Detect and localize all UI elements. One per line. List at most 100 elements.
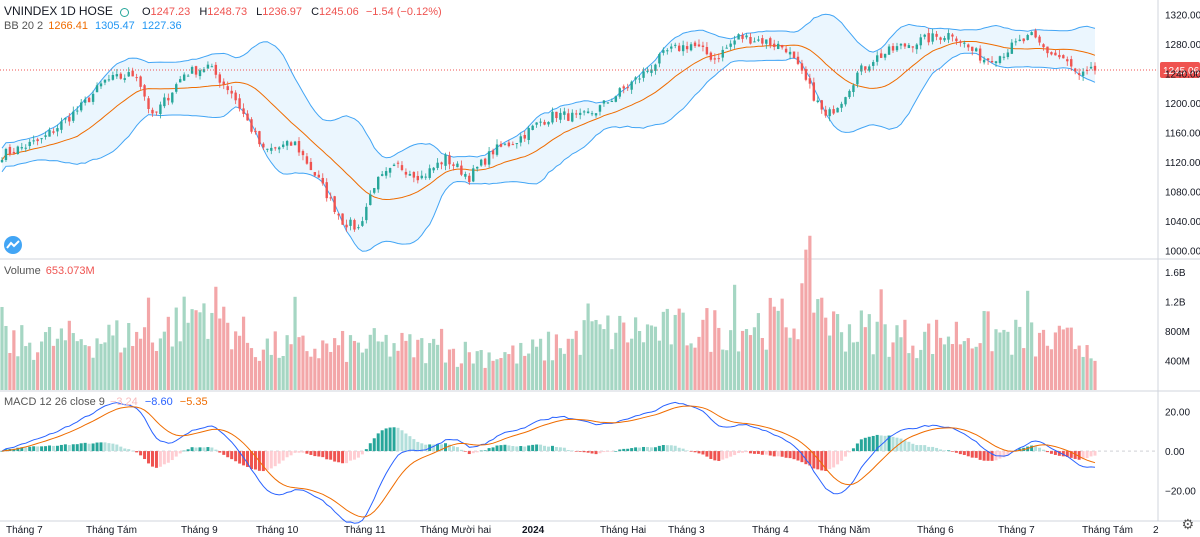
- volume-bar: [131, 345, 135, 390]
- volume-axis-label: 1.2B: [1165, 298, 1186, 309]
- macd-legend[interactable]: MACD 12 26 close 9 −3.24 −8.60 −5.35: [4, 396, 212, 408]
- macd-histogram-bar: [911, 443, 915, 452]
- volume-bar: [919, 349, 923, 390]
- volume-bar: [931, 354, 935, 390]
- bb-band-fill: [2, 14, 1095, 252]
- macd-histogram-bar: [131, 450, 135, 452]
- volume-bar: [436, 344, 440, 390]
- volume-bar: [0, 306, 4, 390]
- candle-body: [48, 130, 51, 137]
- candle-body: [499, 143, 503, 147]
- macd-histogram-bar: [879, 435, 883, 452]
- macd-histogram-bar: [24, 447, 28, 452]
- volume-bar: [404, 340, 408, 390]
- volume-bar: [903, 319, 907, 390]
- volume-bar: [253, 357, 258, 390]
- symbol-interval[interactable]: 1D: [60, 4, 76, 18]
- candle-body: [52, 131, 55, 133]
- candle-body: [107, 79, 111, 81]
- candle-body: [868, 66, 871, 71]
- macd-histogram-bar: [99, 442, 103, 452]
- candle-body: [270, 147, 273, 151]
- macd-histogram-bar: [71, 444, 75, 452]
- tradingview-logo-icon[interactable]: [4, 236, 22, 254]
- macd-histogram-bar: [954, 451, 958, 453]
- candle-body: [844, 97, 847, 105]
- volume-bar: [158, 338, 163, 390]
- candle-body: [820, 100, 823, 110]
- candle-body: [967, 44, 970, 48]
- candle-body: [872, 62, 875, 66]
- volume-bar: [388, 356, 392, 390]
- volume-bar: [614, 332, 618, 390]
- candle-body: [578, 112, 582, 115]
- macd-histogram-bar: [883, 435, 887, 452]
- macd-histogram-bar: [646, 447, 650, 452]
- candle-body: [456, 163, 459, 168]
- volume-bar: [927, 323, 931, 390]
- candle-body: [448, 155, 451, 165]
- volume-axis-label: 400M: [1165, 357, 1190, 368]
- volume-bar: [693, 347, 697, 390]
- bb-upper-value: 1305.47: [95, 20, 135, 32]
- candle-body: [76, 110, 79, 112]
- macd-histogram-bar: [1042, 449, 1046, 452]
- macd-histogram-bar: [982, 451, 986, 461]
- volume-bar: [325, 343, 329, 390]
- bb-legend[interactable]: BB 20 2 1266.41 1305.47 1227.36: [4, 20, 186, 32]
- time-axis-label: 2024: [522, 525, 545, 536]
- volume-bar: [277, 357, 281, 390]
- macd-histogram-bar: [855, 443, 859, 452]
- volume-bar: [982, 311, 986, 390]
- volume-bar: [566, 338, 570, 390]
- macd-histogram-bar: [697, 451, 701, 454]
- macd-histogram-bar: [828, 451, 832, 470]
- macd-histogram-bar: [677, 447, 681, 452]
- macd-histogram-bar: [594, 451, 598, 455]
- volume-value: 653.073M: [45, 265, 95, 277]
- macd-histogram-bar: [772, 451, 776, 457]
- macd-histogram-bar: [1030, 445, 1034, 452]
- candle-body: [594, 113, 598, 116]
- volume-bar: [194, 310, 198, 390]
- macd-histogram-bar: [447, 444, 451, 452]
- candle-body: [369, 194, 372, 206]
- candle-body: [87, 97, 91, 103]
- volume-bar: [127, 323, 131, 390]
- volume-bar: [816, 299, 820, 390]
- macd-histogram-bar: [946, 450, 950, 452]
- volume-bar: [915, 358, 919, 390]
- candle-body: [80, 102, 83, 111]
- candle-body: [531, 125, 534, 130]
- candle-body: [598, 105, 602, 112]
- candle-body: [483, 158, 487, 165]
- macd-histogram-bar: [293, 451, 297, 453]
- candle-body: [626, 87, 629, 89]
- macd-histogram-bar: [277, 451, 281, 464]
- volume-bar: [1077, 345, 1081, 390]
- macd-histogram-bar: [261, 451, 265, 472]
- candle-body: [971, 46, 974, 51]
- candle-body: [234, 92, 237, 101]
- macd-histogram-bar: [28, 446, 32, 452]
- candle-body: [539, 121, 542, 123]
- macd-histogram-bar: [661, 445, 665, 452]
- candle-body: [476, 166, 479, 169]
- macd-axis-label: 20.00: [1165, 408, 1190, 419]
- volume-bar: [974, 346, 978, 390]
- candle-body: [460, 165, 463, 175]
- symbol-name[interactable]: VNINDEX: [4, 4, 58, 18]
- macd-histogram-bar: [392, 427, 396, 452]
- volume-bar: [1093, 360, 1097, 390]
- candle-body: [761, 38, 764, 44]
- candle-body: [1066, 59, 1069, 62]
- volume-bar: [344, 361, 349, 390]
- candle-body: [452, 164, 455, 166]
- settings-gear-icon[interactable]: ⚙: [1181, 516, 1194, 532]
- candle-body: [373, 188, 376, 193]
- volume-legend[interactable]: Volume 653.073M: [4, 265, 99, 277]
- macd-histogram-bar: [333, 451, 337, 462]
- symbol-exchange[interactable]: HOSE: [78, 4, 113, 18]
- candle-body: [780, 44, 784, 48]
